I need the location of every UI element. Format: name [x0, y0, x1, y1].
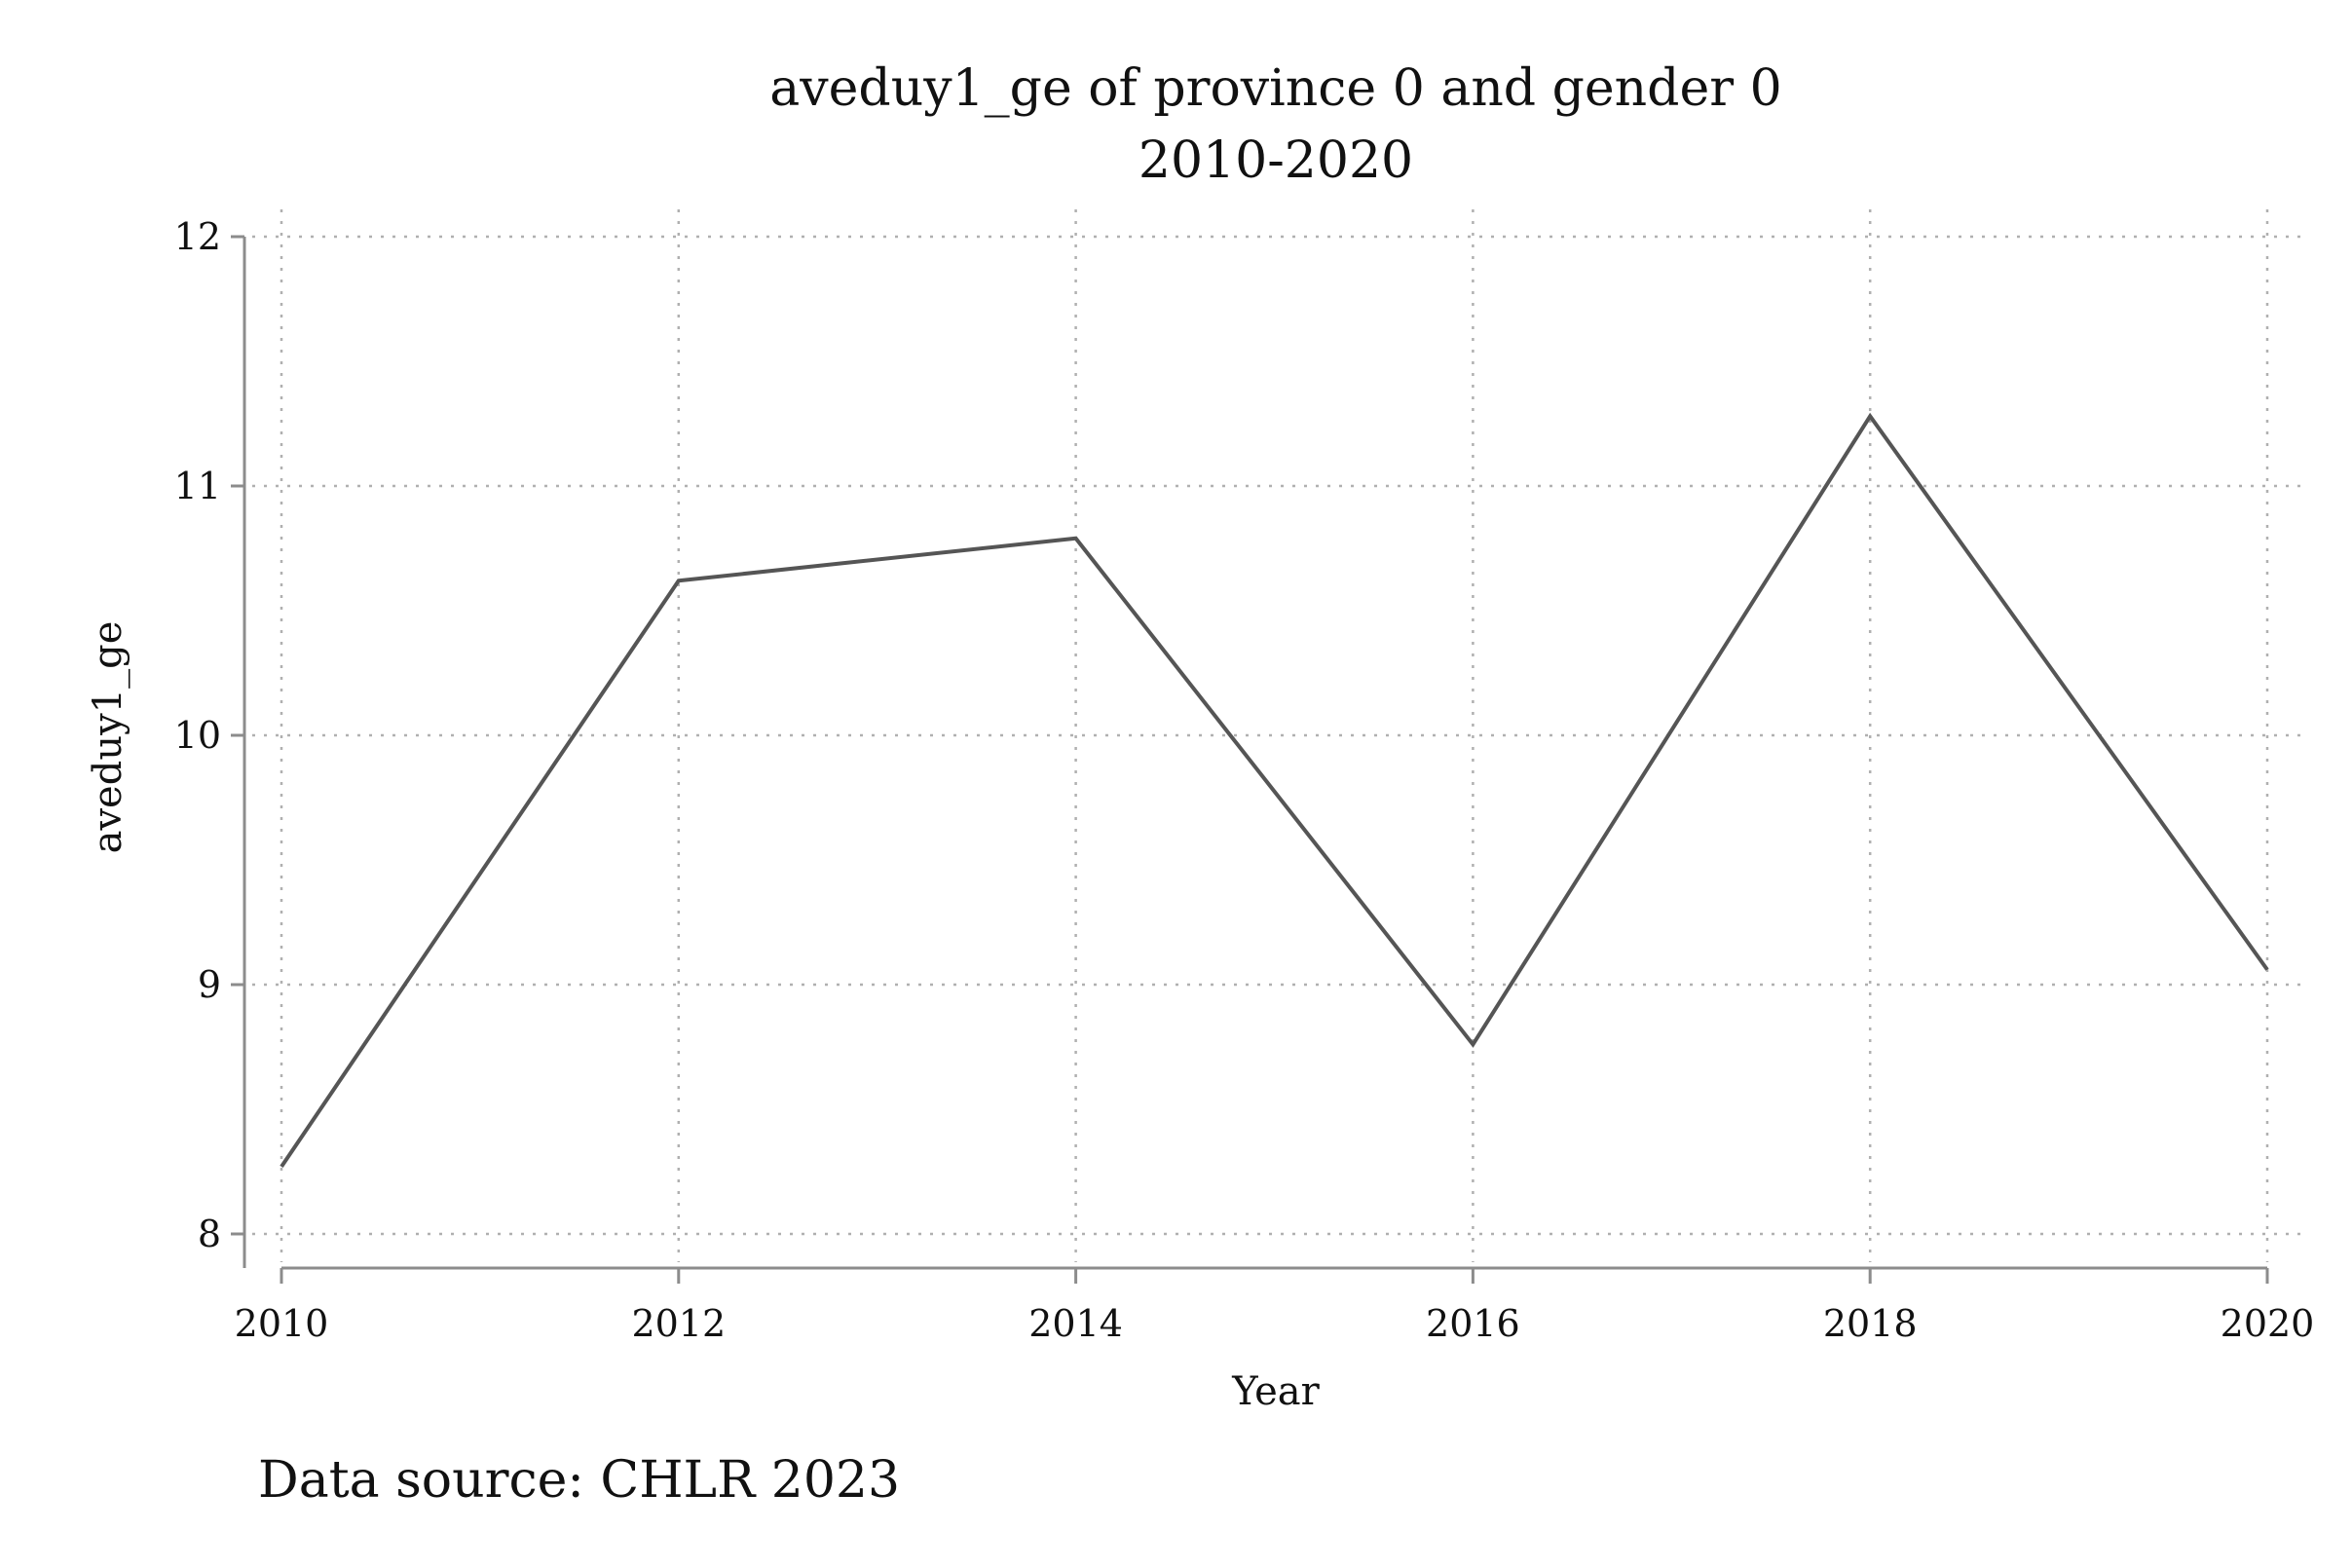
- x-tick-label: 2012: [631, 1302, 726, 1345]
- x-tick-label: 2014: [1028, 1302, 1123, 1345]
- y-tick-label: 8: [198, 1213, 221, 1255]
- axes: [231, 235, 2269, 1284]
- data-source-note: Data source: CHLR 2023: [258, 1451, 900, 1510]
- y-tick-label: 12: [174, 215, 221, 258]
- x-axis-label: Year: [1231, 1369, 1320, 1414]
- y-tick-label: 10: [174, 714, 221, 757]
- y-tick-label: 11: [174, 465, 221, 507]
- x-tick-label: 2010: [235, 1302, 329, 1345]
- y-tick-label: 9: [198, 963, 221, 1006]
- series-lines: [280, 412, 2269, 1169]
- x-tick-label: 2016: [1426, 1302, 1520, 1345]
- chart-title: aveduy1_ge of province 0 and gender 0: [769, 59, 1781, 118]
- x-tick-label: 2020: [2221, 1302, 2315, 1345]
- y-axis-label: aveduy1_ge: [86, 621, 131, 854]
- series-line: [280, 412, 2269, 1169]
- x-tick-label: 2018: [1823, 1302, 1918, 1345]
- gridlines: [252, 209, 2306, 1262]
- chart-subtitle: 2010-2020: [1139, 131, 1413, 190]
- tick-labels: 8 9 10 11 12 2010 2012 2014 2016 2018 2020: [174, 215, 2315, 1345]
